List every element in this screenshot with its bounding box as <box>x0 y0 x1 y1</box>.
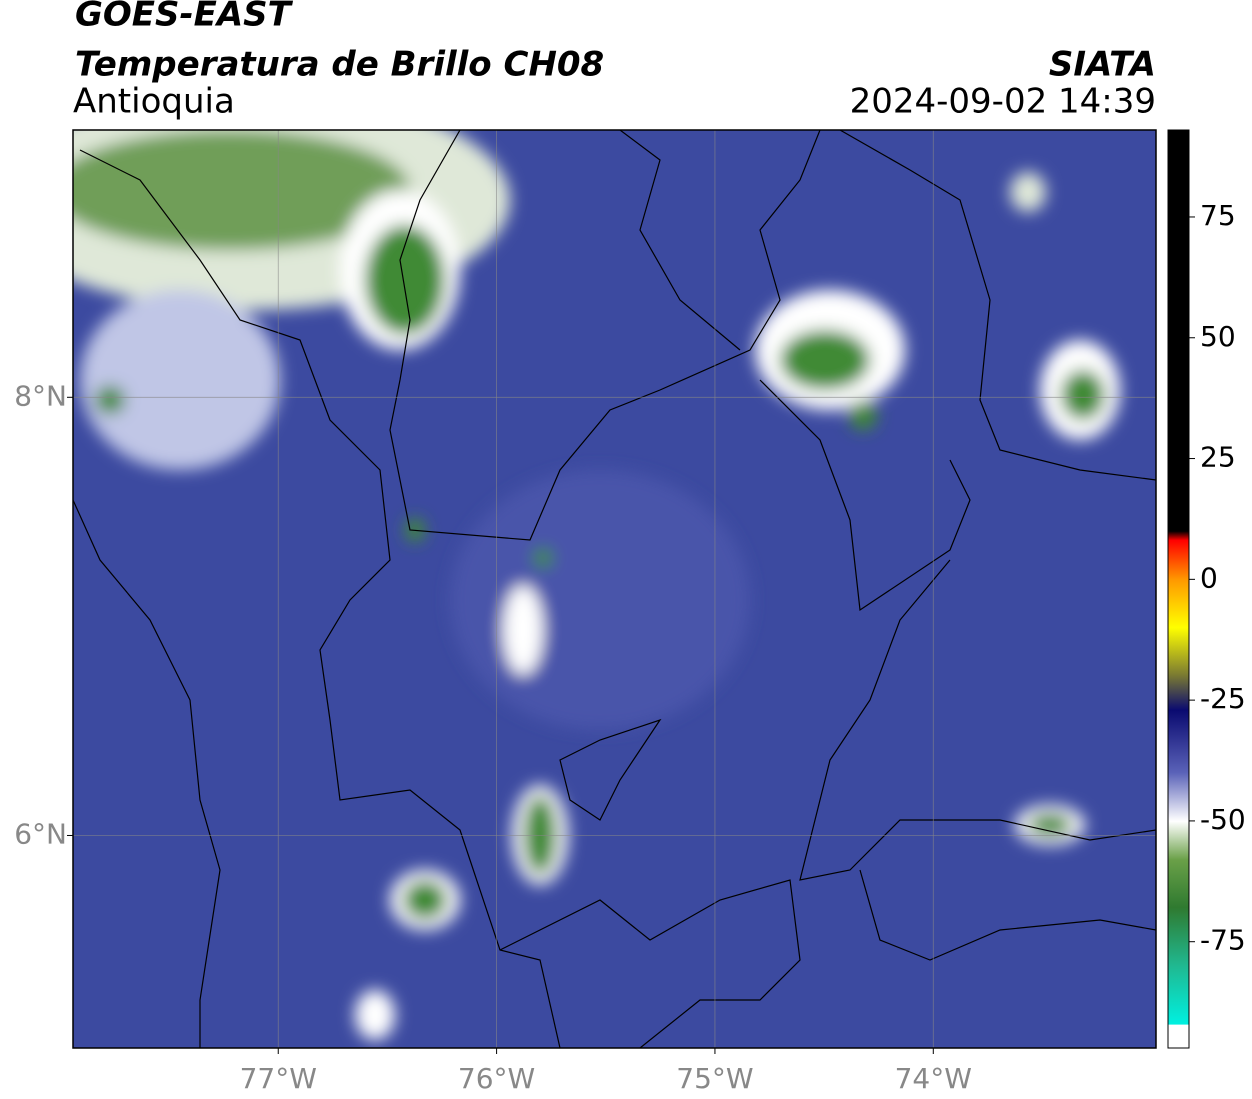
colorbar <box>1167 129 1190 1049</box>
map-frame <box>72 129 1157 1049</box>
region: Antioquia <box>73 82 235 122</box>
colorbar-tick-label: 0 <box>1200 561 1218 594</box>
x-tick-label: 76°W <box>458 1062 535 1095</box>
colorbar-tick-label: -75 <box>1200 924 1246 957</box>
y-tick-label: 8°N <box>14 379 67 412</box>
colorbar-tick-label: 50 <box>1200 320 1236 353</box>
colorbar-tick-label: -50 <box>1200 803 1246 836</box>
source: SIATA <box>1049 45 1156 85</box>
title: GOES-EAST <box>75 0 294 35</box>
colorbar-tick-label: -25 <box>1200 682 1246 715</box>
subtitle: Temperatura de Brillo CH08 <box>75 45 604 85</box>
map-image <box>73 130 1156 1048</box>
x-tick-label: 75°W <box>676 1062 753 1095</box>
x-tick-label: 77°W <box>240 1062 317 1095</box>
x-tick-label: 74°W <box>895 1062 972 1095</box>
colorbar-tick-label: 75 <box>1200 199 1236 232</box>
timestamp: 2024-09-02 14:39 <box>850 82 1156 122</box>
y-tick-label: 6°N <box>14 817 67 850</box>
colorbar-tick-label: 25 <box>1200 441 1236 474</box>
